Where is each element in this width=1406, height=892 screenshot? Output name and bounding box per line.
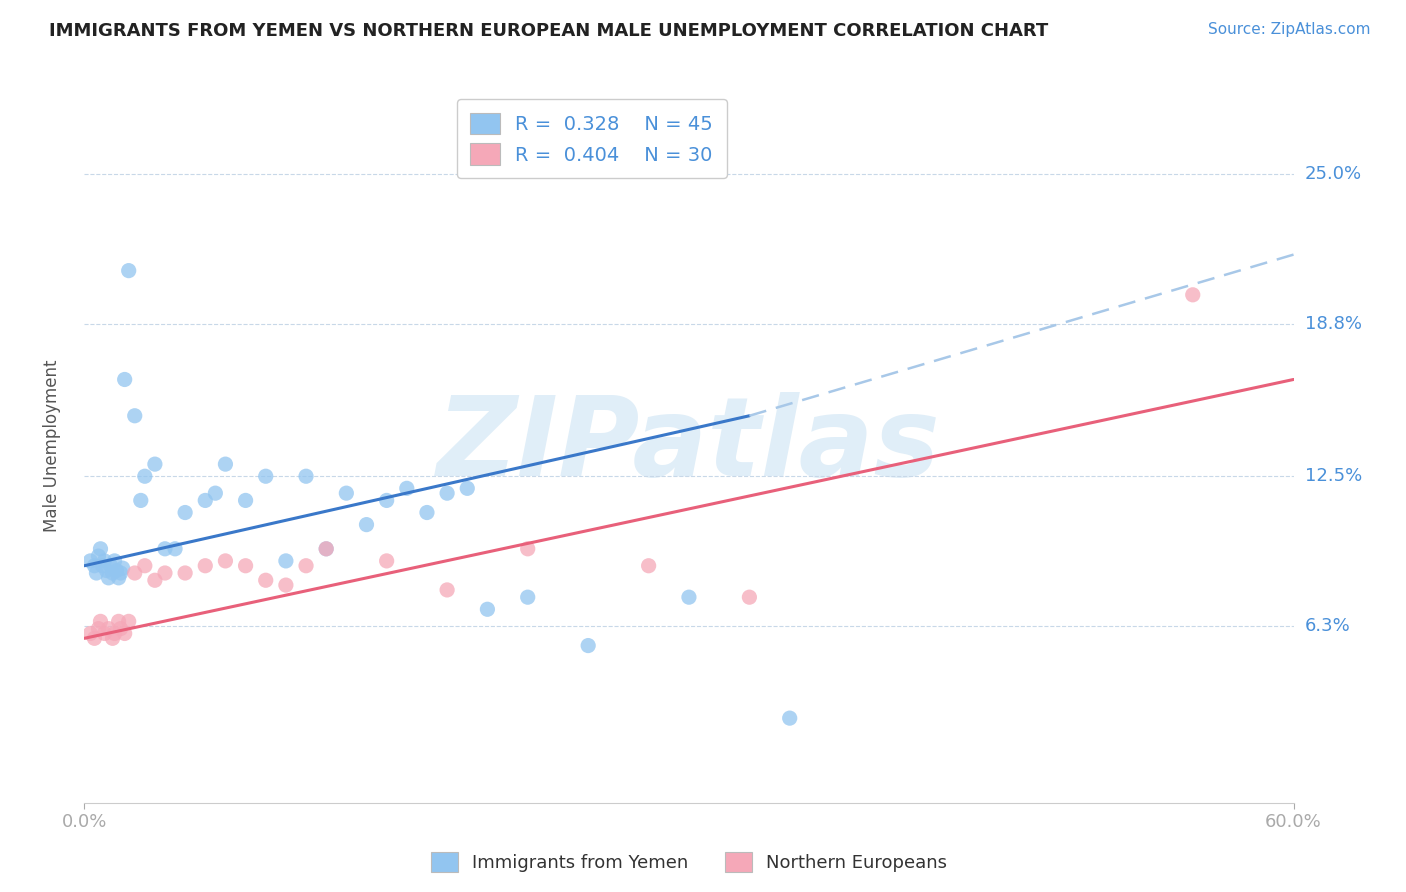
Point [87, 622, 110, 636]
Point [83, 632, 105, 646]
Point [129, 493, 152, 508]
Point [254, 574, 277, 588]
Point [104, 554, 127, 568]
Point [637, 558, 659, 573]
Point [89, 541, 111, 556]
Point [576, 639, 599, 653]
Point [107, 615, 129, 629]
Point [93, 554, 115, 568]
Point [436, 486, 458, 500]
Point [124, 566, 146, 580]
Point [97, 622, 120, 636]
Point [118, 615, 141, 629]
Point [93, 626, 115, 640]
Point [214, 457, 236, 471]
Point [97, 571, 120, 585]
Text: IMMIGRANTS FROM YEMEN VS NORTHERN EUROPEAN MALE UNEMPLOYMENT CORRELATION CHART: IMMIGRANTS FROM YEMEN VS NORTHERN EUROPE… [49, 22, 1049, 40]
Point [153, 566, 176, 580]
Text: Source: ZipAtlas.com: Source: ZipAtlas.com [1208, 22, 1371, 37]
Point [111, 561, 134, 575]
Point [274, 554, 297, 568]
Point [91, 558, 114, 573]
Point [79, 554, 101, 568]
Point [114, 372, 136, 386]
Point [101, 632, 124, 646]
Point [107, 571, 129, 585]
Point [118, 263, 141, 277]
Point [165, 541, 187, 556]
Text: 18.8%: 18.8% [1305, 315, 1361, 333]
Point [101, 566, 124, 580]
Point [110, 622, 132, 636]
Point [174, 506, 197, 520]
Point [194, 493, 217, 508]
Point [174, 566, 197, 580]
Point [96, 564, 118, 578]
Point [335, 486, 357, 500]
Point [416, 506, 439, 520]
Point [779, 711, 801, 725]
Point [738, 590, 761, 604]
Point [356, 517, 378, 532]
Point [375, 554, 398, 568]
Point [100, 558, 122, 573]
Text: ZIPatlas: ZIPatlas [437, 392, 941, 500]
Point [104, 626, 127, 640]
Point [436, 582, 458, 597]
Point [86, 566, 108, 580]
Text: 25.0%: 25.0% [1305, 165, 1362, 183]
Point [295, 558, 318, 573]
Point [153, 541, 176, 556]
Point [214, 554, 236, 568]
Point [235, 493, 257, 508]
Point [395, 481, 418, 495]
Point [456, 481, 478, 495]
Point [124, 409, 146, 423]
Text: 12.5%: 12.5% [1305, 467, 1362, 485]
Point [79, 626, 101, 640]
Point [105, 564, 128, 578]
Point [274, 578, 297, 592]
Point [516, 590, 538, 604]
Point [477, 602, 499, 616]
Point [110, 566, 132, 580]
Point [254, 469, 277, 483]
Point [1181, 288, 1204, 302]
Point [235, 558, 257, 573]
Point [315, 541, 337, 556]
Point [516, 541, 538, 556]
Point [194, 558, 217, 573]
Point [114, 626, 136, 640]
Legend: Immigrants from Yemen, Northern Europeans: Immigrants from Yemen, Northern European… [423, 845, 955, 880]
Text: 6.3%: 6.3% [1305, 617, 1350, 635]
Point [89, 615, 111, 629]
Point [83, 558, 105, 573]
Point [143, 457, 166, 471]
Point [87, 549, 110, 563]
Point [204, 486, 226, 500]
Point [375, 493, 398, 508]
Point [295, 469, 318, 483]
Y-axis label: Male Unemployment: Male Unemployment [42, 359, 60, 533]
Point [315, 541, 337, 556]
Point [134, 469, 156, 483]
Point [143, 574, 166, 588]
Point [678, 590, 700, 604]
Point [134, 558, 156, 573]
